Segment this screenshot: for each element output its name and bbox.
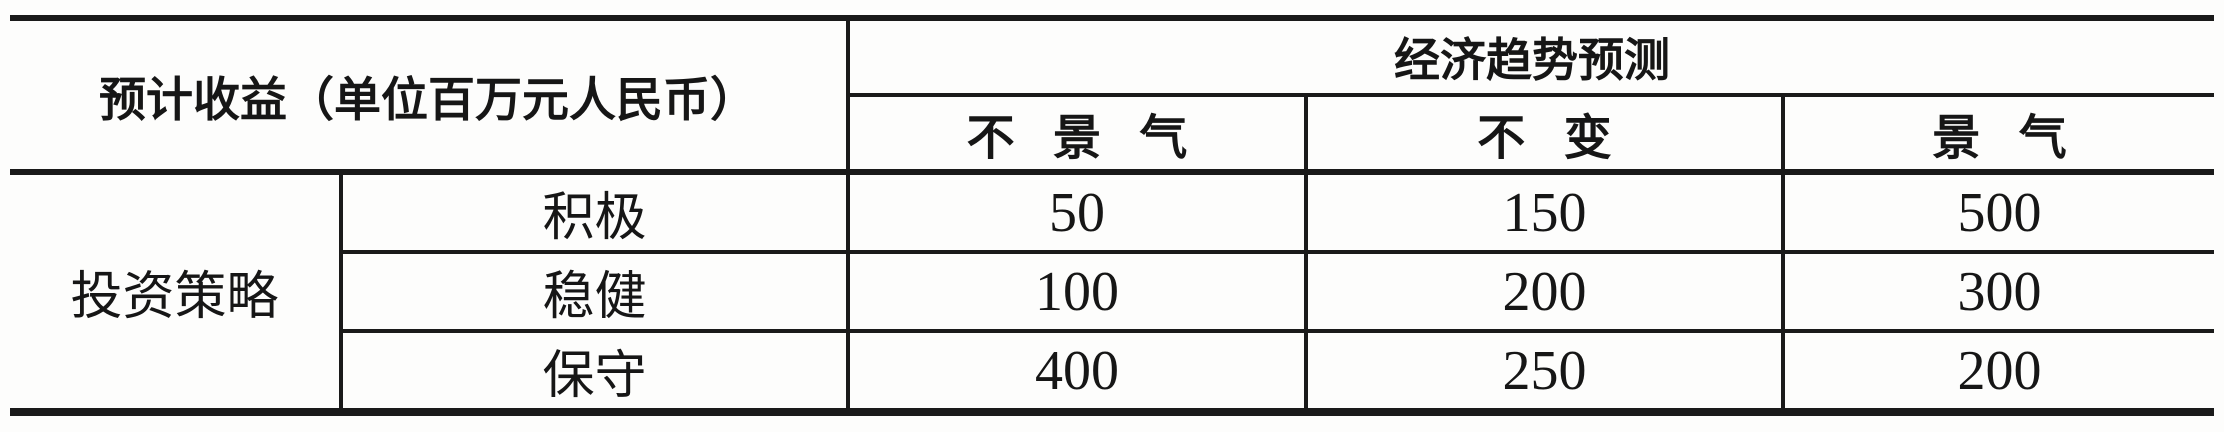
value-cell-steady-boom: 300 — [1780, 250, 2215, 333]
row-label-aggressive: 积极 — [339, 170, 850, 254]
table-row-aggressive: 投资策略 积极 50 150 500 — [10, 170, 2215, 414]
value-cell-aggressive-recession: 50 — [846, 170, 1308, 254]
value-cell-aggressive-boom: 500 — [1780, 170, 2215, 254]
corner-header-expected-return: 预计收益（单位百万元人民币） — [10, 16, 850, 175]
value-cell-steady-unchanged: 200 — [1304, 250, 1785, 333]
table-row-conservative: 保守 400 250 200 — [10, 329, 2215, 414]
column-group-header-economic-forecast: 经济趋势预测 — [845, 16, 2215, 97]
table-row-group-headers: 预计收益（单位百万元人民币） 经济趋势预测 — [10, 16, 2215, 175]
value-cell-conservative-boom: 200 — [1780, 329, 2215, 414]
column-header-recession: 不景气 — [846, 93, 1308, 175]
table-row-sub-headers: 不景气 不变 景气 — [10, 93, 2215, 175]
row-label-steady: 稳健 — [339, 250, 850, 333]
column-header-unchanged: 不变 — [1304, 93, 1785, 175]
row-label-conservative: 保守 — [339, 329, 850, 414]
value-cell-aggressive-unchanged: 150 — [1304, 170, 1785, 254]
column-header-recession-label: 不景气 — [966, 112, 1226, 165]
column-header-boom-label: 景气 — [1932, 112, 2106, 165]
payoff-table: 预计收益（单位百万元人民币） 经济趋势预测 不景气 不变 景气 投资策略 积极 … — [10, 15, 2215, 416]
value-cell-conservative-unchanged: 250 — [1304, 329, 1785, 414]
column-header-boom: 景气 — [1780, 93, 2215, 175]
column-header-unchanged-label: 不变 — [1477, 112, 1651, 165]
value-cell-steady-recession: 100 — [846, 250, 1308, 333]
value-cell-conservative-recession: 400 — [846, 329, 1308, 414]
table-row-steady: 稳健 100 200 300 — [10, 250, 2215, 333]
row-group-header-investment-strategy: 投资策略 — [10, 170, 343, 414]
